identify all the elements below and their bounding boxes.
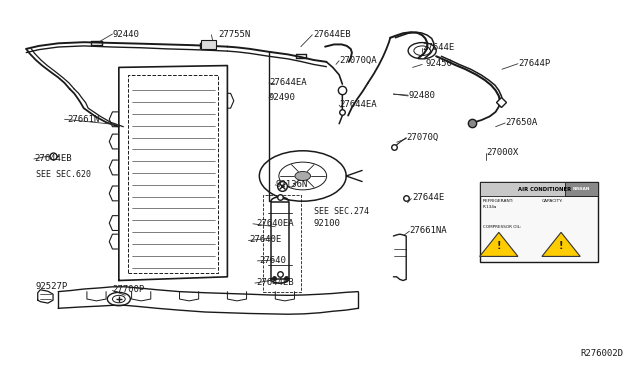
Text: AIR CONDITIONER: AIR CONDITIONER bbox=[518, 187, 572, 192]
Bar bbox=[479, 182, 598, 196]
Text: SEE SEC.620: SEE SEC.620 bbox=[36, 170, 91, 179]
Bar bbox=[564, 182, 598, 196]
Circle shape bbox=[295, 171, 310, 180]
Text: !: ! bbox=[497, 241, 501, 251]
Text: 27640: 27640 bbox=[259, 256, 286, 264]
Text: 92527P: 92527P bbox=[36, 282, 68, 291]
Text: 92490: 92490 bbox=[269, 93, 296, 102]
Text: 27650A: 27650A bbox=[505, 118, 538, 127]
Text: 27640E: 27640E bbox=[250, 235, 282, 244]
Text: 27644E: 27644E bbox=[422, 42, 454, 51]
Text: 27644EB: 27644EB bbox=[314, 29, 351, 39]
Text: 27755N: 27755N bbox=[218, 29, 250, 39]
Bar bbox=[479, 182, 598, 262]
Text: 27070Q: 27070Q bbox=[406, 133, 438, 142]
Polygon shape bbox=[479, 232, 518, 256]
Text: 27700P: 27700P bbox=[113, 285, 145, 294]
Text: CAPACITY:: CAPACITY: bbox=[542, 199, 564, 203]
Text: 92480: 92480 bbox=[408, 91, 435, 100]
Text: NISSAN: NISSAN bbox=[573, 187, 590, 191]
Text: 92100: 92100 bbox=[314, 219, 340, 228]
Text: 92136N: 92136N bbox=[275, 180, 308, 189]
Text: 27644P: 27644P bbox=[518, 59, 550, 68]
Text: R-134a: R-134a bbox=[483, 205, 497, 209]
Polygon shape bbox=[542, 232, 580, 256]
Text: 92440: 92440 bbox=[113, 29, 140, 39]
Text: 27070QA: 27070QA bbox=[339, 55, 377, 64]
Text: REFRIGERANT:: REFRIGERANT: bbox=[483, 199, 514, 203]
Text: 27644EA: 27644EA bbox=[269, 78, 307, 87]
Text: 27644E: 27644E bbox=[413, 193, 445, 202]
Text: 27644EA: 27644EA bbox=[339, 100, 377, 109]
Text: 27644EB: 27644EB bbox=[34, 154, 72, 163]
Text: 27644EB: 27644EB bbox=[256, 278, 294, 287]
Text: COMPRESSOR OIL:: COMPRESSOR OIL: bbox=[483, 225, 521, 229]
Text: 27640EA: 27640EA bbox=[256, 219, 294, 228]
Text: 27661N: 27661N bbox=[68, 115, 100, 124]
Bar bbox=[200, 40, 216, 49]
Text: 27661NA: 27661NA bbox=[410, 226, 447, 235]
Text: 27000X: 27000X bbox=[486, 148, 518, 157]
Text: !: ! bbox=[559, 241, 563, 251]
Text: SEE SEC.274: SEE SEC.274 bbox=[314, 208, 369, 217]
Text: 92450: 92450 bbox=[426, 59, 452, 68]
Text: R276002D: R276002D bbox=[580, 349, 623, 358]
